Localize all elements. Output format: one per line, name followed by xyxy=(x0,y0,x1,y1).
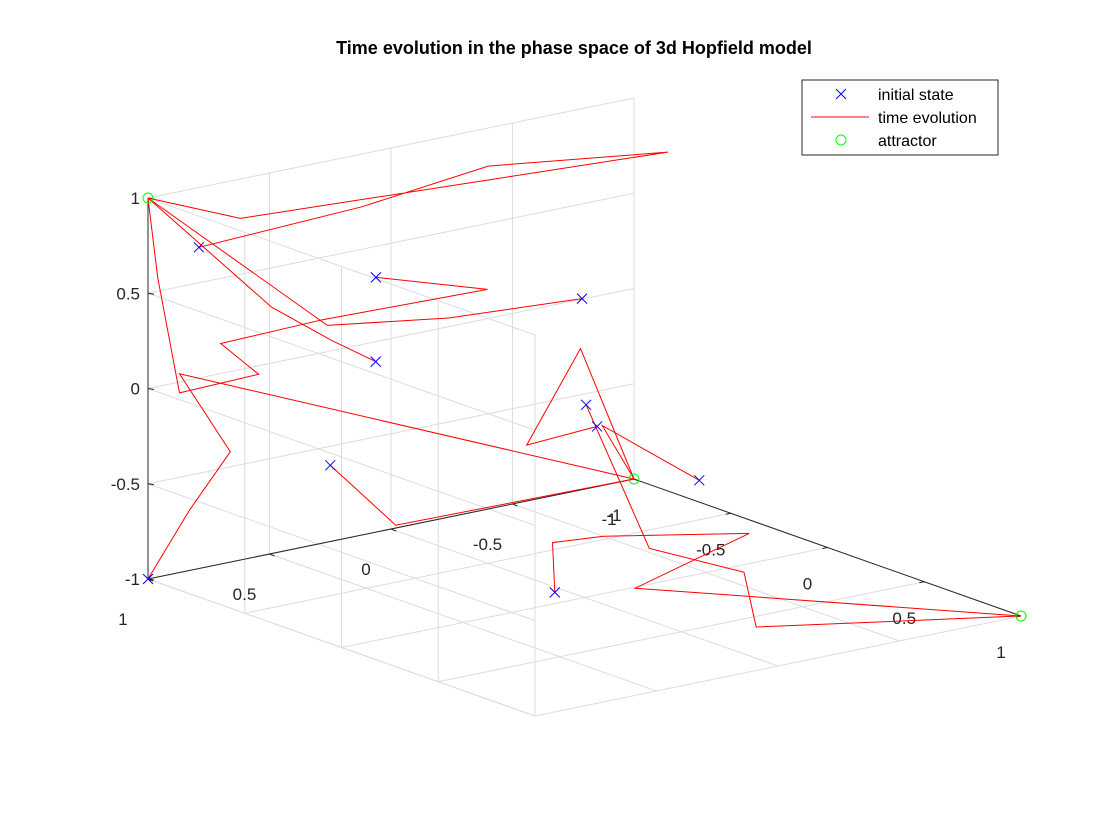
initial-state-stroke xyxy=(193,241,205,253)
trajectory-line-1 xyxy=(147,197,376,363)
grid-wall-left-z-3 xyxy=(147,192,635,294)
trajectory-line-3 xyxy=(147,151,668,248)
initial-state-stroke xyxy=(370,356,382,367)
z-tick-label: -1 xyxy=(125,570,140,589)
initial-state-stroke xyxy=(324,459,336,471)
initial-state-stroke xyxy=(549,587,561,598)
legend-marker-initial xyxy=(835,88,847,100)
y-tick-label: -1 xyxy=(601,510,616,529)
z-tick-label: 0.5 xyxy=(116,284,140,303)
initial-state-marker-6 xyxy=(549,587,561,598)
z-tick-mark xyxy=(147,388,155,390)
grid-floor-y-2 xyxy=(390,528,779,667)
z-tick-mark xyxy=(147,292,155,295)
y-tick-label: -0.5 xyxy=(473,535,502,554)
y-tick-mark xyxy=(390,528,397,532)
grid-wall-back-z-4 xyxy=(147,197,536,336)
initial-state-stroke xyxy=(142,573,154,585)
y-tick-mark xyxy=(633,478,640,482)
x-tick-label: 1 xyxy=(996,643,1005,662)
initial-state-marker-7 xyxy=(693,474,705,486)
initial-state-marker-1 xyxy=(370,356,382,367)
x-tick-label: 0.5 xyxy=(892,609,916,628)
grid-wall-back-z-2 xyxy=(147,388,536,526)
attractor-marker-2 xyxy=(1015,610,1027,622)
initial-state-stroke xyxy=(580,399,592,411)
x-tick-label: 0 xyxy=(803,575,812,594)
attractor-marker-1 xyxy=(628,473,640,485)
series-layer xyxy=(142,151,1027,628)
z-tick-label: -0.5 xyxy=(111,475,140,494)
grid-wall-left-z-4 xyxy=(147,97,635,199)
z-tick-label: 0 xyxy=(131,380,140,399)
initial-state-stroke xyxy=(693,474,705,486)
attractor-marker-0 xyxy=(142,192,154,204)
y-tick-label: 0.5 xyxy=(233,585,257,604)
initial-state-stroke xyxy=(591,421,603,432)
axes-layer xyxy=(147,197,1022,618)
trajectory-line-0 xyxy=(147,197,488,394)
initial-state-stroke xyxy=(576,293,588,304)
x-tick-mark xyxy=(822,547,828,549)
x-tick-label: -0.5 xyxy=(696,540,725,559)
y-tick-mark xyxy=(512,503,518,507)
initial-state-marker-8 xyxy=(580,399,592,411)
trajectory-line-5 xyxy=(525,347,635,480)
legend-marker-attractor xyxy=(835,134,847,146)
trajectory-line-6 xyxy=(551,532,1022,617)
initial-state-marker-2 xyxy=(576,293,588,304)
chart-title: Time evolution in the phase space of 3d … xyxy=(336,38,812,58)
y-tick-mark xyxy=(269,553,275,557)
legend-label-evolution: time evolution xyxy=(878,110,977,127)
z-tick-label: 1 xyxy=(131,189,140,208)
z-tick-mark xyxy=(147,483,155,486)
legend-label-attractor: attractor xyxy=(878,133,937,150)
trajectory-line-7 xyxy=(600,424,700,481)
x-tick-label: -1 xyxy=(606,506,621,525)
y-tick-label: 0 xyxy=(361,560,370,579)
legend: initial state time evolution attractor xyxy=(801,79,999,156)
grid-wall-back-z-3 xyxy=(147,292,536,431)
trajectory-line-4 xyxy=(147,373,635,580)
initial-state-stroke xyxy=(370,271,382,283)
initial-state-marker-4 xyxy=(142,573,154,585)
grid-wall-left-z-2 xyxy=(147,288,635,389)
y-tick-label: 1 xyxy=(118,610,127,629)
legend-label-initial: initial state xyxy=(878,87,954,104)
trajectory-line-8 xyxy=(585,404,1022,628)
grid-floor-x-4 xyxy=(534,615,1022,717)
initial-state-marker-5 xyxy=(591,421,603,432)
initial-state-marker-0 xyxy=(370,271,382,283)
x-tick-mark xyxy=(725,512,731,515)
grid-floor-x-3 xyxy=(438,581,925,683)
trajectory-line-2 xyxy=(147,197,583,326)
grid-floor-y-3 xyxy=(269,553,657,692)
x-tick-mark xyxy=(919,581,925,584)
trajectory-line-9 xyxy=(329,464,635,526)
grid-floor-y-4 xyxy=(147,578,536,717)
initial-state-marker-9 xyxy=(324,459,336,471)
initial-state-marker-3 xyxy=(193,241,205,253)
